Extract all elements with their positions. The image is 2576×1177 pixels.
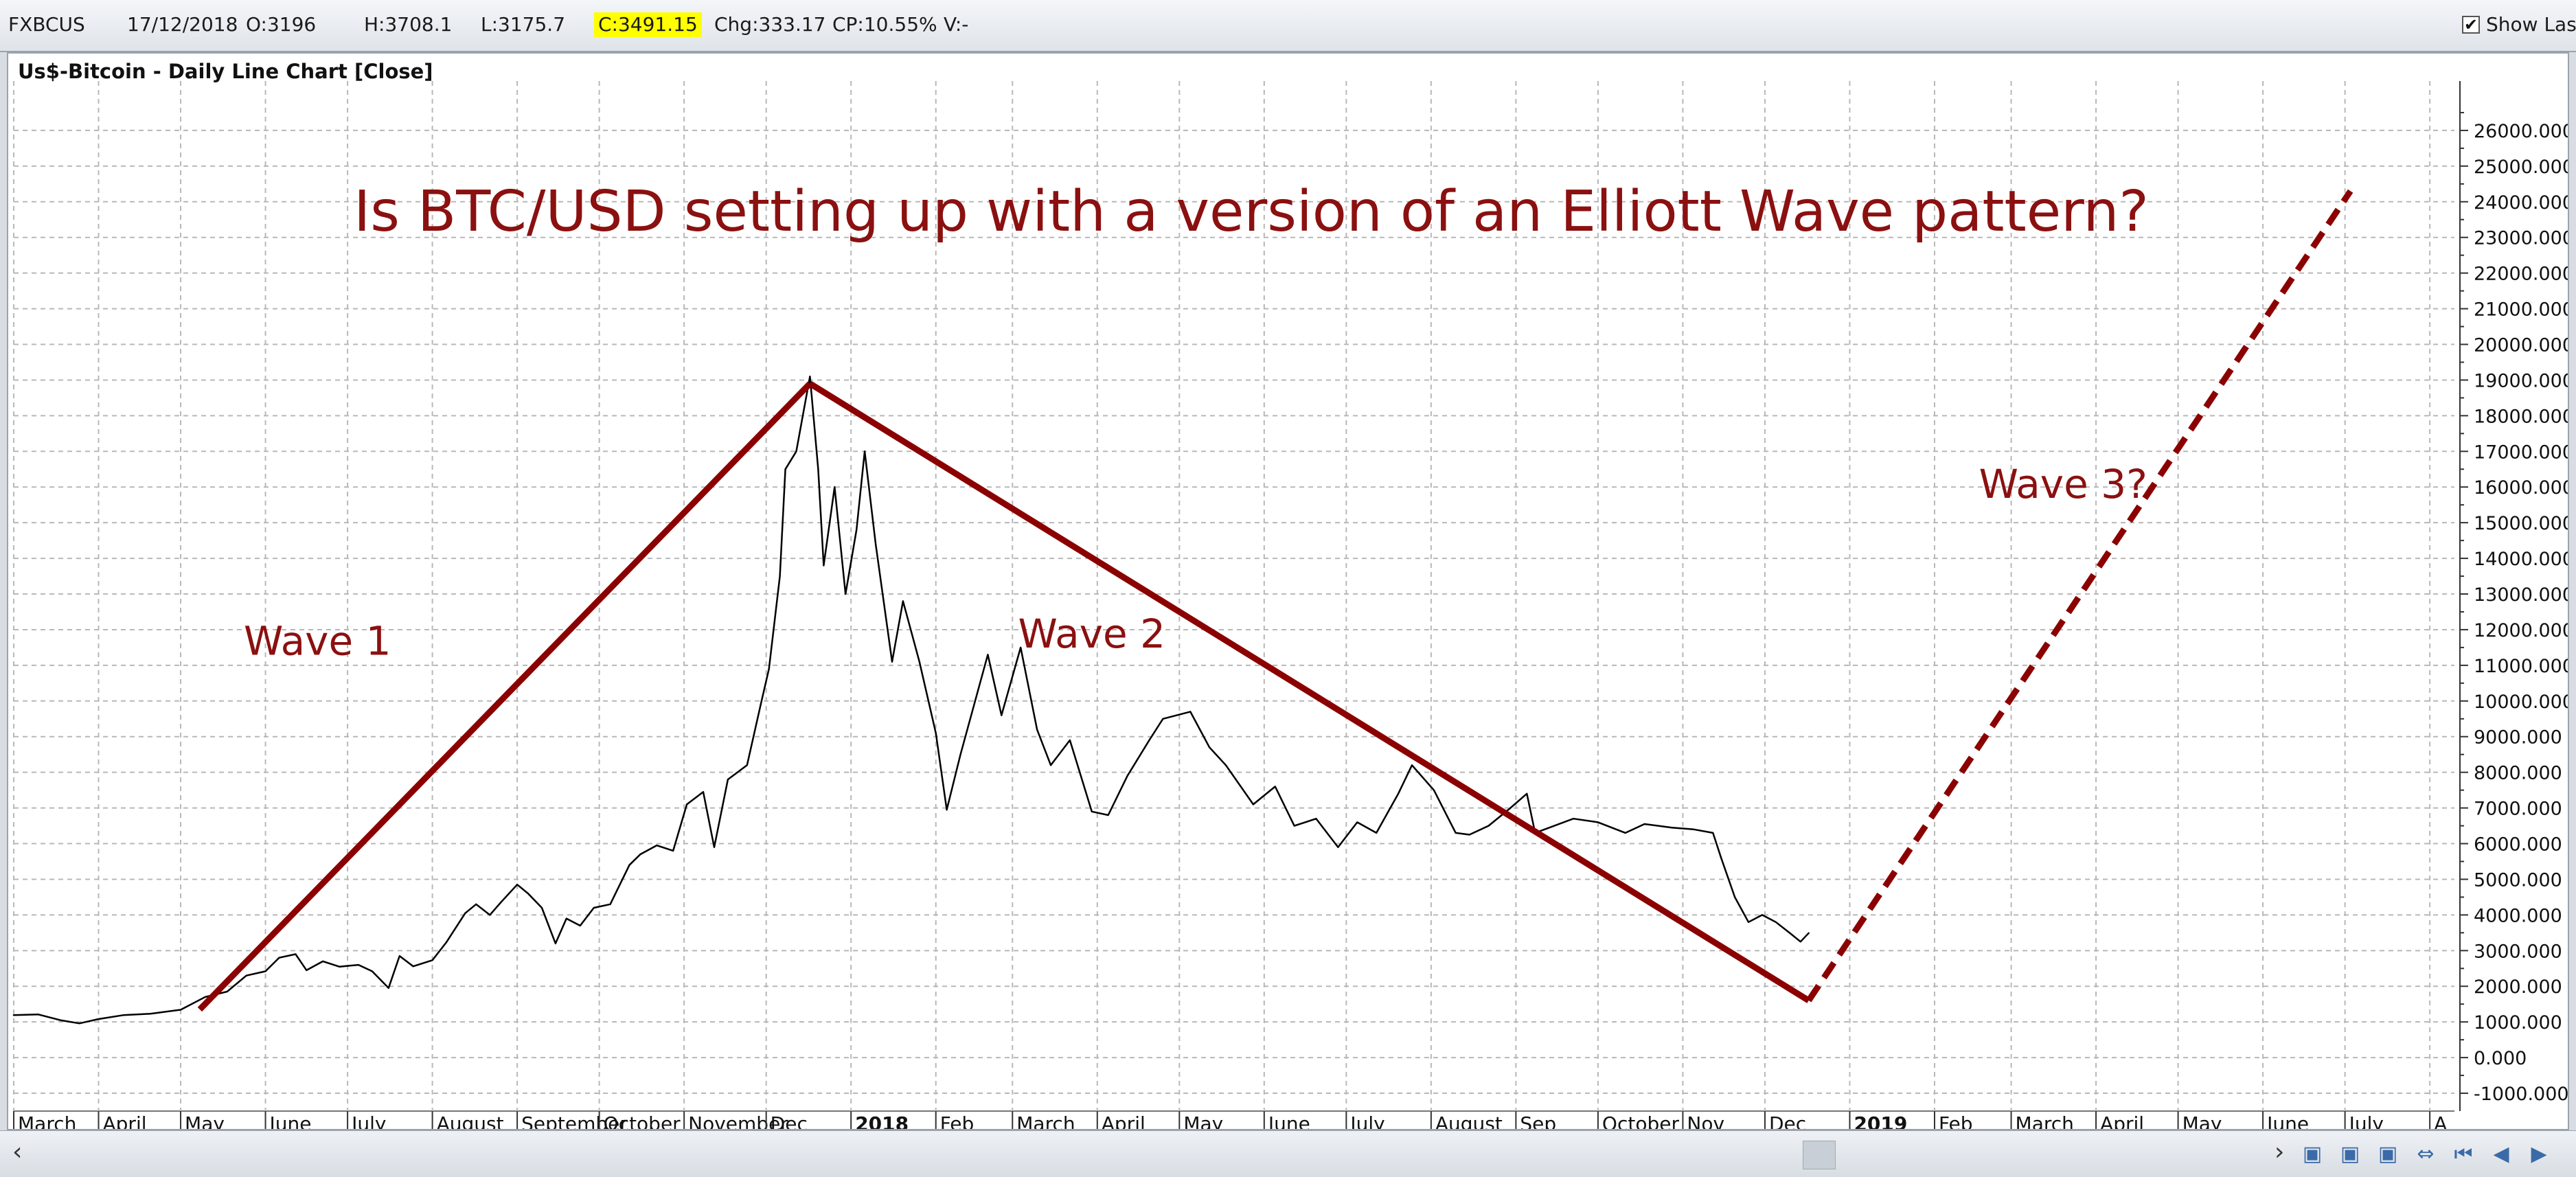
x-tick-label: March: [1016, 1112, 1075, 1129]
x-tick-label: April: [1102, 1112, 1145, 1129]
x-tick-label: March: [18, 1112, 76, 1129]
wave-label: Wave 2: [1018, 610, 1166, 657]
x-tick-label: March: [2016, 1112, 2074, 1129]
x-tick-label: July: [2348, 1112, 2384, 1129]
first-page-icon[interactable]: ⏮: [2454, 1142, 2473, 1166]
scroll-right-icon[interactable]: ›: [2275, 1138, 2285, 1166]
change-pct-label: CP:10.55%: [832, 13, 937, 36]
x-tick-label: May: [185, 1112, 225, 1129]
y-tick-label: -1000.000: [2474, 1084, 2568, 1105]
x-tick-label: November: [688, 1112, 788, 1129]
chart-svg: -1000.000 0.000 1000.000 2000.000 3000.000 40…: [12, 60, 2568, 1129]
show-last-checkbox[interactable]: ✔: [2462, 16, 2480, 34]
y-tick-label: 12000.000: [2474, 620, 2568, 641]
x-tick-label: April: [2100, 1112, 2144, 1129]
x-tick-label: 2018: [855, 1112, 909, 1129]
y-tick-label: 20000.000: [2474, 335, 2568, 356]
x-tick-label: June: [2266, 1112, 2309, 1129]
wave-label: Wave 3?: [1979, 461, 2147, 507]
toolbar: FXBCUS 17/12/2018 O:3196 H:3708.1 L:3175…: [0, 0, 2576, 52]
close-label: C:3491.15: [594, 12, 702, 37]
wave-3-projection-line: [1805, 189, 2353, 1003]
low-label: L:3175.7: [481, 13, 566, 36]
chart-area[interactable]: -1000.000 0.000 1000.000 2000.000 3000.000 40…: [7, 52, 2569, 1130]
checkmark-icon: ✔: [2463, 15, 2478, 34]
x-tick-label: Sep: [1520, 1112, 1556, 1129]
symbol-label: FXBCUS: [8, 13, 85, 36]
zoom-out-icon[interactable]: ▣: [2340, 1142, 2360, 1166]
previous-icon[interactable]: ◀: [2493, 1142, 2509, 1166]
x-tick-label: May: [1183, 1112, 1223, 1129]
y-tick-label: 6000.000: [2474, 834, 2562, 856]
date-label: 17/12/2018: [127, 13, 238, 36]
y-tick-label: 5000.000: [2474, 869, 2562, 891]
y-tick-label: 7000.000: [2474, 799, 2562, 820]
change-label: Chg:333.17: [714, 13, 826, 36]
fit-icon[interactable]: ▣: [2378, 1142, 2398, 1166]
y-tick-label: 3000.000: [2474, 941, 2562, 962]
x-tick-label: October: [1602, 1112, 1680, 1129]
open-label: O:3196: [246, 13, 317, 36]
x-tick-label: August: [437, 1112, 504, 1129]
y-tick-label: 21000.000: [2474, 299, 2568, 321]
y-tick-label: 18000.000: [2474, 406, 2568, 427]
chart-title: Us$-Bitcoin - Daily Line Chart [Close]: [18, 60, 433, 83]
y-tick-label: 17000.000: [2474, 442, 2568, 463]
y-tick-label: 13000.000: [2474, 584, 2568, 606]
y-tick-label: 1000.000: [2474, 1012, 2562, 1033]
x-tick-label: June: [1267, 1112, 1310, 1129]
x-tick-label: August: [1435, 1112, 1503, 1129]
x-tick-label: Feb: [1939, 1112, 1973, 1129]
headline-text: Is BTC/USD setting up with a version of …: [354, 179, 2149, 244]
x-tick-label: May: [2182, 1112, 2222, 1129]
volume-label: V:-: [944, 13, 969, 36]
wave-2-line: [808, 380, 1811, 1003]
x-tick-label: Nov: [1687, 1112, 1724, 1129]
scroll-thumb[interactable]: [1803, 1141, 1836, 1169]
y-tick-label: 23000.000: [2474, 228, 2568, 249]
y-tick-label: 2000.000: [2474, 976, 2562, 998]
x-tick-label: October: [604, 1112, 681, 1129]
show-last-label[interactable]: Show Last: [2486, 13, 2576, 36]
y-tick-label: 9000.000: [2474, 727, 2562, 749]
y-tick-label: 24000.000: [2474, 192, 2568, 214]
y-tick-label: 0.000: [2474, 1048, 2527, 1069]
y-tick-label: 8000.000: [2474, 763, 2562, 784]
y-tick-label: 25000.000: [2474, 157, 2568, 178]
x-tick-label: September: [521, 1112, 628, 1129]
y-tick-label: 11000.000: [2474, 656, 2568, 677]
y-tick-label: 4000.000: [2474, 905, 2562, 926]
x-tick-label: July: [350, 1112, 386, 1129]
x-tick-label: April: [103, 1112, 147, 1129]
y-tick-label: 14000.000: [2474, 549, 2568, 570]
zoom-in-icon[interactable]: ▣: [2302, 1142, 2323, 1166]
y-tick-label: 22000.000: [2474, 264, 2568, 285]
x-tick-label: June: [269, 1112, 312, 1129]
y-tick-label: 19000.000: [2474, 370, 2568, 391]
scrollbar[interactable]: ‹ › ▣ ▣ ▣ ⇔ ⏮ ◀ ▶: [0, 1130, 2576, 1177]
y-tick-label: 26000.000: [2474, 121, 2568, 142]
x-tick-label: 2019: [1854, 1112, 1907, 1129]
x-tick-label: Feb: [940, 1112, 974, 1129]
next-icon[interactable]: ▶: [2531, 1142, 2547, 1166]
expand-icon[interactable]: ⇔: [2417, 1142, 2435, 1166]
x-tick-label: A: [2434, 1112, 2447, 1129]
y-tick-label: 15000.000: [2474, 513, 2568, 534]
high-label: H:3708.1: [364, 13, 453, 36]
scroll-left-icon[interactable]: ‹: [12, 1138, 23, 1166]
x-tick-label: Dec: [771, 1112, 808, 1129]
x-tick-label: July: [1349, 1112, 1384, 1129]
x-tick-label: Dec: [1769, 1112, 1806, 1129]
wave-1-line: [197, 381, 812, 1012]
wave-label: Wave 1: [244, 617, 391, 664]
y-tick-label: 16000.000: [2474, 477, 2568, 499]
y-tick-label: 10000.000: [2474, 692, 2568, 713]
